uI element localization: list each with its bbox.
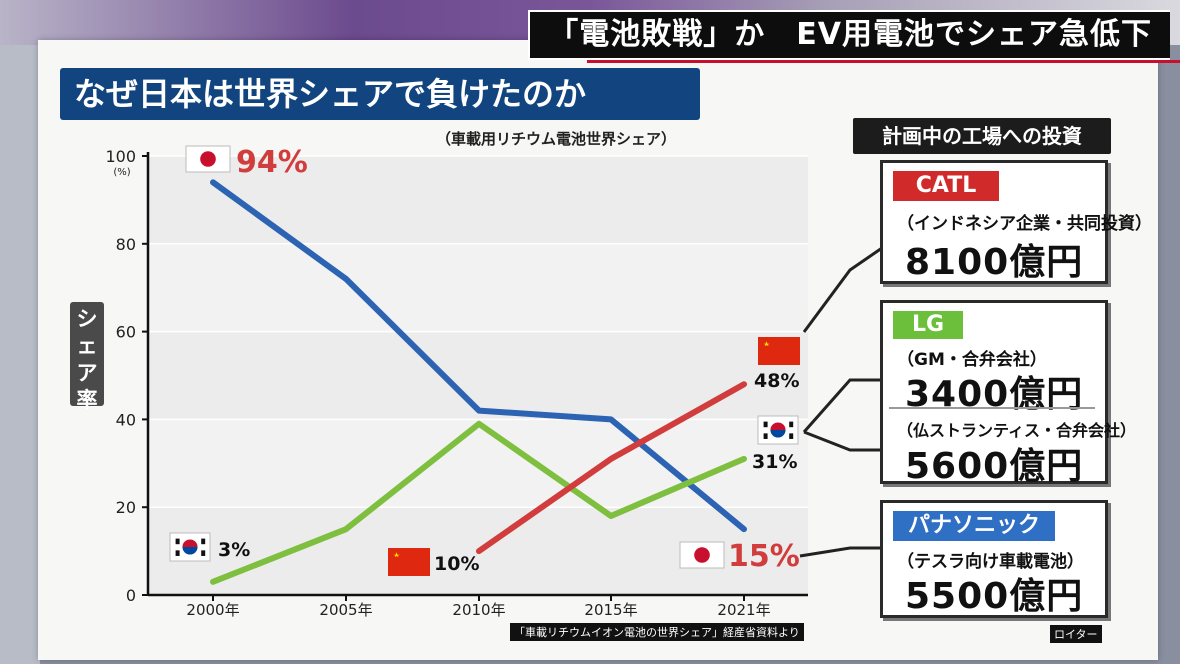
x-tick-label: 2010年: [452, 601, 505, 619]
japan-start-label: 94%: [236, 145, 308, 180]
x-tick-label: 2005年: [319, 601, 372, 619]
korea-start-label: 3%: [218, 539, 250, 561]
y-tick-label: 100: [105, 147, 136, 166]
panasonic-badge: パナソニック: [893, 511, 1055, 541]
plot-band: [148, 419, 808, 508]
panasonic-amount: 5500億円: [905, 576, 1084, 617]
lg-card: LG （GM・合弁会社） 3400億円 （仏ストランティス・合弁会社） 5600…: [880, 300, 1136, 487]
korea-series-line: [210, 420, 747, 585]
catl-amount: 8100億円: [905, 242, 1084, 283]
korea-flag-icon: [757, 415, 799, 445]
japan-series-line: [210, 179, 747, 533]
y-axis-label-box: [70, 302, 104, 406]
china-end-label: 48%: [754, 370, 799, 392]
source-note: 「車載リチウムイオン電池の世界シェア」経産省資料より: [510, 623, 804, 641]
board-title: なぜ日本は世界シェアで負けたのか: [60, 68, 700, 120]
china-catl-connector: [802, 246, 883, 333]
headline-underline: [587, 60, 1180, 63]
video-backdrop-left: [0, 45, 40, 664]
lg-amount-stellantis: 5600億円: [905, 446, 1084, 487]
china-series-line: [476, 381, 747, 555]
credit: ロイター: [1050, 625, 1102, 643]
korea-end-label: 31%: [752, 451, 797, 473]
panasonic-card: パナソニック （テスラ向け車載電池） 5500億円: [880, 500, 1108, 618]
y-tick-label: 40: [116, 410, 136, 429]
lg-note-stellantis: （仏ストランティス・合弁会社）: [897, 421, 1137, 440]
catl-badge: CATL: [893, 171, 999, 201]
catl-card: CATL （インドネシア企業・共同投資） 8100億円: [880, 160, 1152, 284]
plot-band: [148, 331, 808, 420]
catl-note: （インドネシア企業・共同投資）: [897, 214, 1152, 234]
china-start-label: 10%: [434, 553, 479, 575]
plot-band: [148, 243, 808, 332]
korea-flag-icon: [169, 532, 211, 562]
china-flag-icon: [758, 337, 800, 365]
y-tick-label: 60: [116, 323, 136, 342]
chart-subtitle: （車載用リチウム電池世界シェア）: [436, 130, 677, 148]
japan-end-label: 15%: [728, 539, 800, 574]
plot-band: [148, 156, 808, 244]
lg-note-gm: （GM・合弁会社）: [897, 350, 1047, 370]
lg-badge: LG: [893, 311, 963, 339]
y-tick-label: 80: [116, 235, 136, 254]
x-tick-label: 2021年: [717, 601, 770, 619]
japan-flag-icon: [185, 145, 231, 173]
japan-panasonic-connector: [799, 546, 882, 558]
japan-flag-icon: [679, 541, 725, 569]
korea-lg-connector-2: [803, 430, 882, 452]
news-headline: 「電池敗戦」か EV用電池でシェア急低下: [528, 10, 1170, 60]
y-tick-label: 0: [126, 586, 136, 605]
lg-card-divider: [889, 407, 1095, 409]
investment-header: 計画中の工場への投資: [853, 118, 1111, 154]
y-unit-label: (%): [113, 167, 130, 178]
x-tick-label: 2015年: [584, 601, 637, 619]
lg-amount-gm: 3400億円: [905, 374, 1084, 415]
china-flag-icon: [388, 548, 430, 576]
panasonic-note: （テスラ向け車載電池）: [897, 552, 1084, 572]
y-axis-label: シェア率: [77, 307, 98, 412]
y-tick-label: 20: [116, 498, 136, 517]
korea-lg-connector: [802, 378, 882, 433]
x-tick-label: 2000年: [186, 601, 239, 619]
